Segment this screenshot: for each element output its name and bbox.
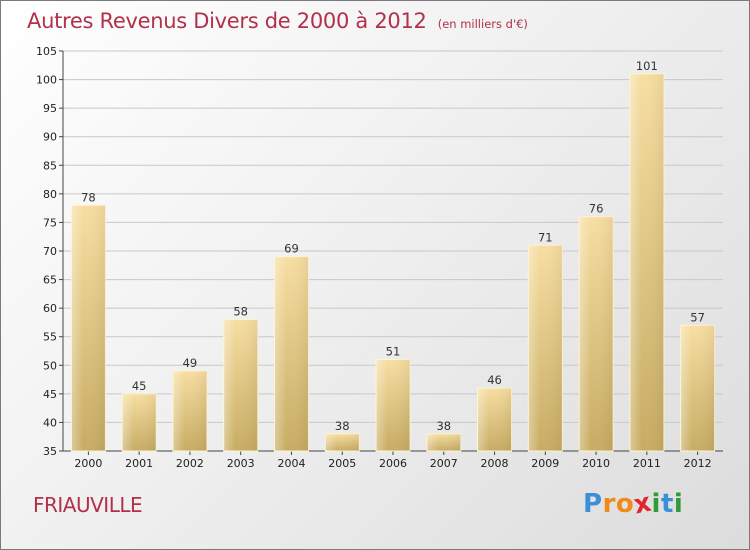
y-tick-label: 60 xyxy=(43,302,57,315)
bar-shine xyxy=(223,319,258,451)
logo-letter: P xyxy=(583,489,603,519)
y-tick-label: 80 xyxy=(43,188,57,201)
bar-shine xyxy=(680,325,715,451)
data-label: 101 xyxy=(636,59,658,73)
x-tick-label: 2002 xyxy=(176,457,204,470)
data-label: 51 xyxy=(386,345,401,359)
data-label: 71 xyxy=(538,230,553,244)
y-tick-label: 40 xyxy=(43,416,57,429)
chart-title: Autres Revenus Divers de 2000 à 2012 (en… xyxy=(27,9,528,33)
x-tick-label: 2009 xyxy=(531,457,559,470)
y-tick-label: 95 xyxy=(43,102,57,115)
y-tick-label: 100 xyxy=(36,74,57,87)
x-tick-label: 2003 xyxy=(227,457,255,470)
town-name: FRIAUVILLE xyxy=(33,493,143,517)
x-tick-label: 2010 xyxy=(582,457,610,470)
y-tick-label: 75 xyxy=(43,216,57,229)
logo-letter: i xyxy=(651,489,661,519)
data-label: 45 xyxy=(132,379,147,393)
x-tick-label: 2005 xyxy=(328,457,356,470)
x-tick-label: 2011 xyxy=(633,457,661,470)
data-label: 38 xyxy=(335,419,350,433)
x-tick-label: 2012 xyxy=(684,457,712,470)
bar-shine xyxy=(122,393,157,451)
y-tick-label: 50 xyxy=(43,359,57,372)
y-tick-label: 65 xyxy=(43,274,57,287)
y-tick-label: 55 xyxy=(43,331,57,344)
data-label: 76 xyxy=(589,202,604,216)
chart-title-main: Autres Revenus Divers de 2000 à 2012 xyxy=(27,9,427,33)
data-label: 69 xyxy=(284,242,299,256)
logo-letter: i xyxy=(673,489,684,519)
bar-shine xyxy=(172,371,207,451)
proxiti-logo: Proxiti xyxy=(583,488,684,521)
y-tick-label: 85 xyxy=(43,159,57,172)
bar-shine xyxy=(579,216,614,451)
y-tick-label: 105 xyxy=(36,45,57,58)
bar-shine xyxy=(426,433,461,451)
bar-shine xyxy=(629,73,664,451)
logo-letter: o xyxy=(615,489,635,519)
x-tick-label: 2007 xyxy=(430,457,458,470)
data-label: 78 xyxy=(81,190,96,204)
x-tick-label: 2004 xyxy=(277,457,305,470)
bar-shine xyxy=(477,388,512,451)
y-tick-label: 35 xyxy=(43,445,57,458)
y-tick-label: 70 xyxy=(43,245,57,258)
data-label: 46 xyxy=(487,373,502,387)
x-tick-label: 2008 xyxy=(481,457,509,470)
data-label: 57 xyxy=(690,310,705,324)
bar-layer xyxy=(70,73,716,452)
bar-shine xyxy=(274,256,309,451)
chart-unit-note: (en milliers d'€) xyxy=(437,17,528,31)
x-tick-label: 2000 xyxy=(74,457,102,470)
y-tick-label: 45 xyxy=(43,388,57,401)
bar-shine xyxy=(528,245,563,451)
label-layer: 78 45 49 58 69 38 51 38 46 71 76 101 57 xyxy=(81,59,705,433)
bar-shine xyxy=(376,359,410,451)
logo-letter: t xyxy=(660,489,674,519)
bar-shine xyxy=(325,433,360,451)
data-label: 58 xyxy=(233,305,248,319)
y-tick-label: 90 xyxy=(43,131,57,144)
data-label: 38 xyxy=(436,419,451,433)
bar-shine xyxy=(71,205,106,451)
data-label: 49 xyxy=(183,356,198,370)
logo-letter: r xyxy=(602,489,616,519)
x-tick-label: 2001 xyxy=(125,457,153,470)
x-tick-label: 2006 xyxy=(379,457,407,470)
